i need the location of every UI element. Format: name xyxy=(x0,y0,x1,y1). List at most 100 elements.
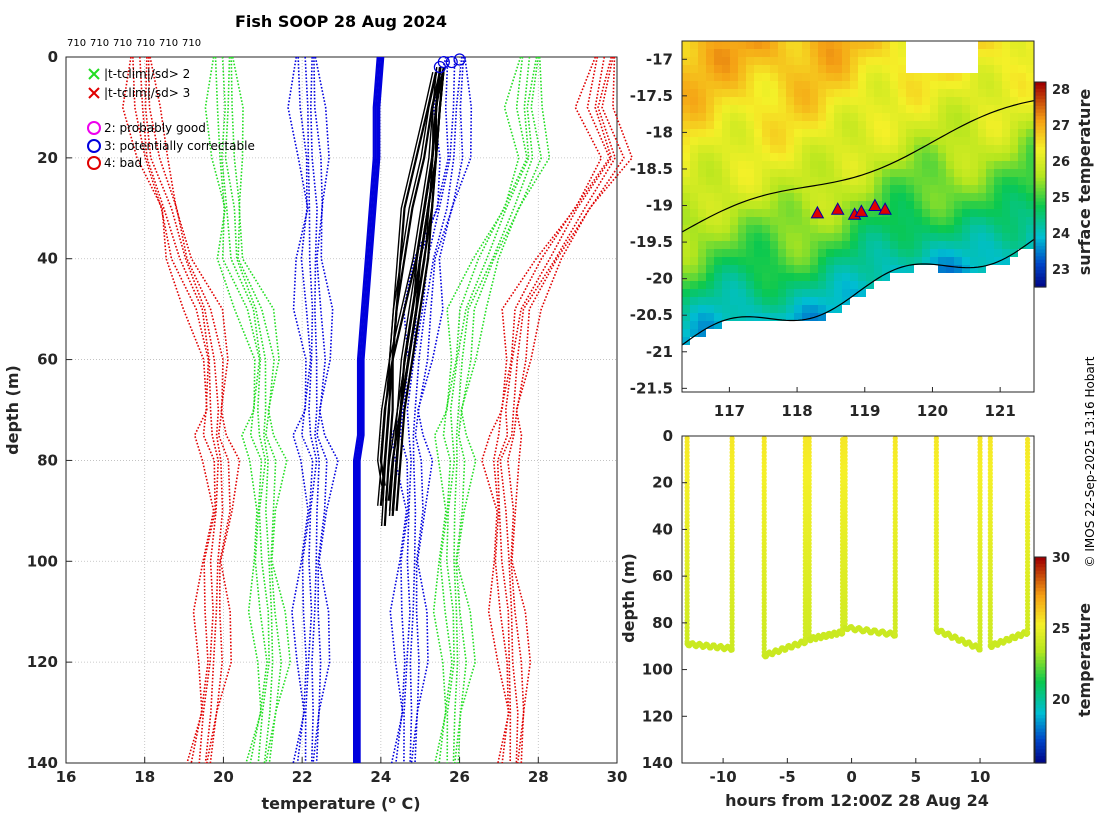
sst-cell xyxy=(762,257,770,265)
sst-cell xyxy=(722,129,730,137)
sst-cell xyxy=(778,129,786,137)
map-colorbar-segment xyxy=(1035,82,1046,87)
climatology-bound-line-mean+2sd xyxy=(438,56,528,764)
sst-cell xyxy=(834,241,842,249)
sst-cell xyxy=(842,81,850,89)
sst-cell xyxy=(738,73,746,81)
sst-cell xyxy=(818,65,826,73)
sst-cell xyxy=(994,201,1002,209)
sst-cell xyxy=(970,217,978,225)
coastline xyxy=(681,238,1035,346)
sst-cell xyxy=(738,281,746,289)
sst-cell xyxy=(682,249,690,257)
sst-cell xyxy=(994,161,1002,169)
sst-cell xyxy=(698,169,706,177)
sst-cell xyxy=(1010,145,1018,153)
sst-cell xyxy=(962,121,970,129)
sst-cell xyxy=(890,209,898,217)
sst-cell xyxy=(770,57,778,65)
sst-cell xyxy=(778,185,786,193)
sst-cell xyxy=(874,225,882,233)
sst-cell xyxy=(1002,233,1010,241)
sst-cell xyxy=(882,265,890,273)
sst-cell xyxy=(802,193,810,201)
sst-cell xyxy=(706,209,714,217)
sst-cell xyxy=(978,65,986,73)
sst-cell xyxy=(834,65,842,73)
sst-cell xyxy=(858,73,866,81)
sst-cell xyxy=(826,273,834,281)
sst-cell xyxy=(914,129,922,137)
sst-cell xyxy=(818,273,826,281)
sst-cell xyxy=(858,233,866,241)
sst-cell xyxy=(906,121,914,129)
sst-cell xyxy=(762,217,770,225)
section-colorbar-segment xyxy=(1035,653,1046,658)
map-y-tick-label: -21 xyxy=(646,343,673,361)
sst-cell xyxy=(722,73,730,81)
sst-cell xyxy=(802,113,810,121)
sst-cell xyxy=(826,233,834,241)
sst-cell xyxy=(770,305,778,313)
climatology-bound-line-mean-2sd xyxy=(231,56,292,764)
sst-cell xyxy=(722,113,730,121)
sst-cell xyxy=(738,241,746,249)
sst-cell xyxy=(786,201,794,209)
map-x-tick-label: 119 xyxy=(849,402,880,420)
map-colorbar-segment xyxy=(1035,252,1046,257)
sst-cell xyxy=(858,153,866,161)
sst-cell xyxy=(722,169,730,177)
sst-cell xyxy=(890,129,898,137)
sst-cell xyxy=(738,105,746,113)
credit-text: © IMOS 22-Sep-2025 13:16 Hobart xyxy=(1083,356,1097,567)
sst-cell xyxy=(794,169,802,177)
section-colorbar-segment xyxy=(1035,584,1046,589)
sst-cell xyxy=(882,65,890,73)
sst-cell xyxy=(754,41,762,49)
sst-cell xyxy=(802,65,810,73)
map-colorbar-segment xyxy=(1035,184,1046,189)
sst-cell xyxy=(786,265,794,273)
sst-cell xyxy=(1018,121,1026,129)
sst-cell xyxy=(890,185,898,193)
sst-cell xyxy=(970,225,978,233)
sst-cell xyxy=(850,153,858,161)
sst-cell xyxy=(810,297,818,305)
sst-cell xyxy=(1026,137,1034,145)
sst-cell xyxy=(690,97,698,105)
sst-cell xyxy=(858,185,866,193)
sst-cell xyxy=(762,137,770,145)
sst-cell xyxy=(738,137,746,145)
sst-cell xyxy=(794,225,802,233)
sst-cell xyxy=(682,273,690,281)
map-colorbar-segment xyxy=(1035,256,1046,261)
sst-cell xyxy=(682,305,690,313)
sst-cell xyxy=(778,281,786,289)
section-x-tick-label: 0 xyxy=(846,768,856,786)
sst-cell xyxy=(754,257,762,265)
sst-cell xyxy=(778,305,786,313)
sst-cell xyxy=(914,81,922,89)
sst-cell xyxy=(794,281,802,289)
sst-cell xyxy=(858,137,866,145)
sst-cell xyxy=(794,65,802,73)
sst-cell xyxy=(770,185,778,193)
sst-cell xyxy=(922,105,930,113)
sst-cell xyxy=(914,73,922,81)
sst-cell xyxy=(802,97,810,105)
sst-cell xyxy=(730,129,738,137)
sst-cell xyxy=(754,49,762,57)
sst-cell xyxy=(882,145,890,153)
sst-cell xyxy=(914,97,922,105)
sst-cell xyxy=(1010,89,1018,97)
sst-cell xyxy=(770,113,778,121)
sst-cell xyxy=(874,49,882,57)
section-colorbar-segment xyxy=(1035,577,1046,582)
sst-cell xyxy=(890,233,898,241)
sst-cell xyxy=(762,281,770,289)
sst-cell xyxy=(1002,177,1010,185)
climatology-mean-line xyxy=(354,56,381,763)
sst-cell xyxy=(762,265,770,273)
sst-cell xyxy=(802,249,810,257)
sst-cell xyxy=(1018,241,1026,249)
